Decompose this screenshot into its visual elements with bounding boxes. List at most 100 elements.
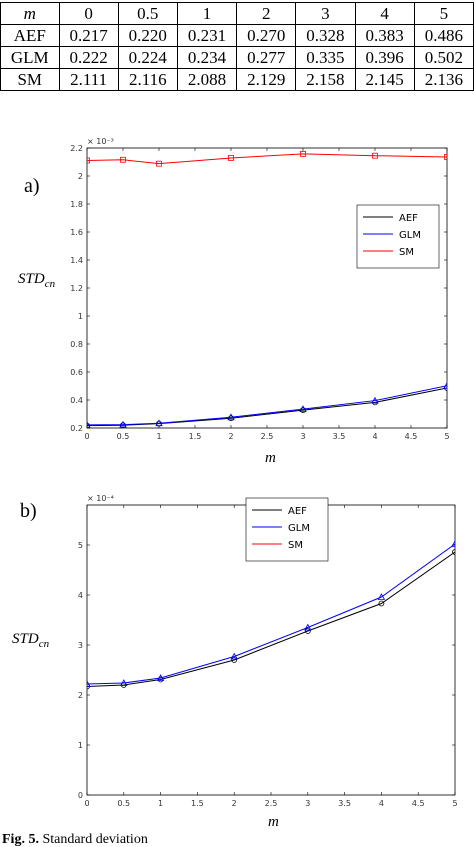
y-tick-label: 1.2 — [70, 284, 83, 293]
y-tick-label: 0.6 — [70, 368, 83, 377]
x-tick-label: 4.5 — [405, 432, 418, 441]
x-tick-label: 1 — [156, 432, 161, 441]
y-tick-label: 2.2 — [70, 144, 83, 153]
marker — [444, 154, 447, 160]
x-tick-label: 1.5 — [189, 432, 202, 441]
marker — [228, 155, 234, 161]
marker — [227, 413, 235, 421]
legend-label: GLM — [288, 523, 310, 534]
marker — [451, 540, 455, 547]
marker — [87, 421, 91, 428]
legend-label: SM — [399, 247, 414, 258]
table-row: m 0 0.5 1 2 3 4 5 — [0, 2, 474, 25]
marker — [155, 419, 163, 427]
y-tick-label: 2 — [78, 691, 83, 700]
legend-box — [245, 497, 329, 562]
marker — [452, 549, 455, 555]
x-tick-label: 2 — [228, 432, 233, 441]
marker — [230, 652, 238, 660]
y-tick-label: 0 — [78, 791, 83, 800]
x-label: m — [268, 814, 279, 830]
series-line — [87, 387, 447, 427]
x-tick-label: 5 — [452, 799, 457, 808]
marker — [304, 628, 311, 634]
y-tick-label: 0.8 — [70, 340, 83, 349]
x-tick-label: 0.5 — [117, 799, 130, 808]
marker — [443, 381, 447, 389]
x-tick-label: 3.5 — [338, 799, 351, 808]
series-line — [87, 385, 447, 426]
table-cell: 0.383 — [354, 24, 415, 47]
legend-label: SM — [288, 540, 303, 551]
x-tick-label: 4.5 — [412, 799, 425, 808]
marker — [119, 420, 127, 428]
marker — [300, 150, 306, 157]
x-tick-label: 5 — [444, 432, 449, 441]
y-label-main: STD — [12, 631, 39, 647]
data-table: m 0 0.5 1 2 3 4 5 AEF 0.217 0.220 0.231 0.270 0.328 0.… — [0, 2, 474, 91]
caption-text: Standard deviation — [42, 832, 147, 847]
marker — [378, 600, 385, 607]
x-tick-label: 3 — [300, 432, 305, 441]
table-row: AEF 0.217 0.220 0.231 0.270 0.328 0.383 0.486 — [0, 24, 474, 47]
x-tick-label: 2 — [232, 799, 237, 808]
marker — [377, 593, 386, 600]
x-tick-label: 1.5 — [191, 799, 204, 808]
table-cell: 0.270 — [236, 24, 297, 47]
caption: Fig. 5. Standard deviation — [2, 832, 148, 847]
table-cell: GLM — [0, 46, 60, 69]
table-row: GLM 0.222 0.224 0.234 0.277 0.335 0.396 0.502 — [0, 46, 474, 69]
y-tick-label: 1 — [78, 741, 83, 750]
y-label-main: STD — [18, 271, 45, 287]
y-label: STDcn — [18, 271, 56, 290]
x-tick-label: 4 — [379, 799, 384, 808]
y-tick-label: 5 — [78, 541, 83, 550]
marker — [304, 623, 312, 631]
legend-label: AEF — [288, 506, 307, 517]
series-line — [87, 551, 455, 687]
table-cell: 2.111 — [58, 68, 119, 91]
x-label: m — [265, 450, 276, 466]
marker — [156, 674, 165, 681]
marker — [156, 160, 162, 167]
marker — [372, 152, 378, 159]
y-tick-label: 1 — [78, 312, 83, 321]
x-tick-label: 3.5 — [333, 432, 346, 441]
panel-label: b) — [20, 500, 37, 522]
table-cell: 2.158 — [295, 68, 356, 91]
x-tick-label: 0 — [84, 432, 89, 441]
legend-box — [356, 204, 440, 269]
x-tick-label: 3 — [305, 799, 310, 808]
x-tick-label: 0 — [84, 799, 89, 808]
marker — [120, 156, 126, 163]
x-tick-label: 2.5 — [261, 432, 274, 441]
table-cell: 0.486 — [413, 24, 474, 47]
series-group — [87, 540, 455, 690]
table-cell: 0.234 — [176, 46, 238, 69]
x-tick-label: 0.5 — [117, 432, 130, 441]
table-cell: 0.231 — [176, 24, 238, 47]
y-multiplier: × 10⁻³ — [87, 137, 114, 146]
table-cell: 2.136 — [413, 68, 474, 91]
table-cell: 2.116 — [117, 68, 178, 91]
x-tick-label: 2.5 — [265, 799, 278, 808]
marker — [231, 657, 238, 663]
series-line — [87, 543, 455, 685]
y-tick-label: 0.2 — [70, 424, 83, 433]
table-cell: 0.217 — [58, 24, 119, 47]
y-multiplier: × 10⁻⁴ — [87, 494, 114, 503]
table-cell: 0.277 — [236, 46, 297, 69]
y-tick-label: 2 — [78, 172, 83, 181]
x-tick-label: 1 — [158, 799, 163, 808]
y-label: STDcn — [12, 631, 50, 650]
marker — [120, 422, 126, 428]
marker — [120, 679, 128, 686]
marker — [87, 680, 91, 687]
table-row: SM 2.111 2.116 2.088 2.129 2.158 2.145 2.136 — [0, 68, 474, 91]
y-tick-label: 1.8 — [70, 200, 83, 209]
table-cell: 2.088 — [176, 68, 238, 91]
y-tick-label: 0.4 — [70, 396, 83, 405]
y-tick-label: 3 — [78, 641, 83, 650]
y-label-sub: cn — [39, 638, 50, 650]
